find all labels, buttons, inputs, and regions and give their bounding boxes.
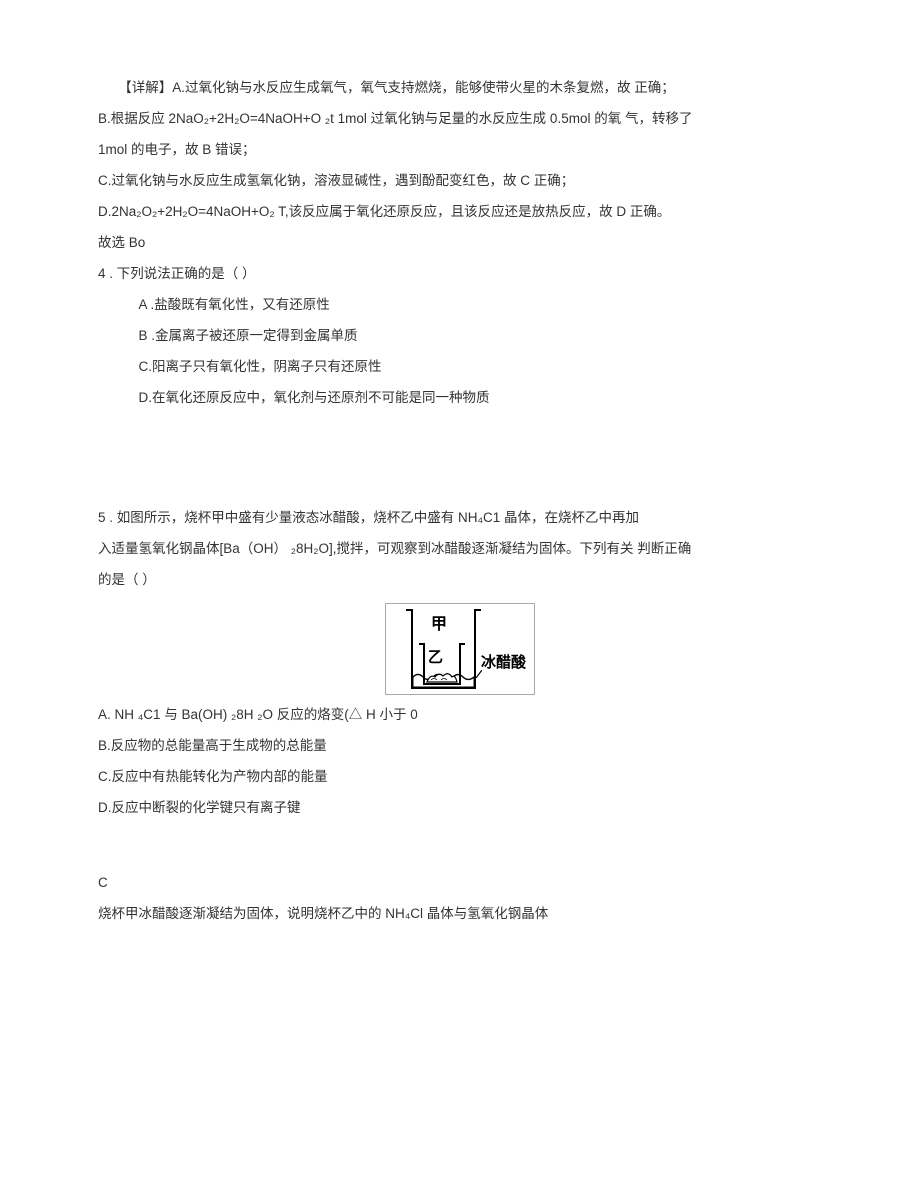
q5-option-C: C.反应中有热能转化为产物内部的能量 bbox=[98, 761, 822, 792]
q5-stem-line2: 入适量氢氧化钢晶体[Ba（OH） ₂8H₂O],搅拌，可观察到冰醋酸逐渐凝结为固… bbox=[98, 533, 822, 564]
q5-option-B: B.反应物的总能量高于生成物的总能量 bbox=[98, 730, 822, 761]
q4-option-C: C.阳离子只有氧化性，阴离子只有还原性 bbox=[98, 351, 822, 382]
q5-option-A: A. NH ₄C1 与 Ba(OH) ₂8H ₂O 反应的烙变(△ H 小于 0 bbox=[98, 699, 822, 730]
q4-option-A: A .盐酸既有氧化性，又有还原性 bbox=[98, 289, 822, 320]
answer-C: C bbox=[98, 867, 822, 898]
figure-container: 甲 乙 冰醋酸 bbox=[98, 603, 822, 695]
q4-option-D: D.在氧化还原反应中，氧化剂与还原剂不可能是同一种物质 bbox=[98, 382, 822, 413]
label-yi: 乙 bbox=[428, 651, 443, 666]
label-ice-vinegar: 冰醋酸 bbox=[481, 656, 526, 671]
explain-B-line1: B.根据反应 2NaO₂+2H₂O=4NaOH+O ₂t 1mol 过氧化钠与足… bbox=[98, 103, 822, 134]
document-body: 【详解】A.过氧化钠与水反应生成氧气，氧气支持燃烧，能够使带火星的木条复燃，故 … bbox=[98, 72, 822, 929]
explain-C: C.过氧化钠与水反应生成氢氧化钠，溶液显碱性，遇到酚配变红色，故 C 正确； bbox=[98, 165, 822, 196]
solid-pile-icon bbox=[426, 671, 458, 683]
explain-B-line2: 1mol 的电子，故 B 错误； bbox=[98, 134, 822, 165]
q5-stem-line3: 的是（ ） bbox=[98, 564, 822, 595]
beaker-diagram: 甲 乙 冰醋酸 bbox=[385, 603, 535, 695]
explanation-line: 烧杯甲冰醋酸逐渐凝结为固体，说明烧杯乙中的 NH₄Cl 晶体与氢氧化钢晶体 bbox=[98, 898, 822, 929]
q4-option-B: B .金属离子被还原一定得到金属单质 bbox=[98, 320, 822, 351]
label-jia: 甲 bbox=[431, 617, 447, 633]
therefore: 故选 Bo bbox=[98, 227, 822, 258]
q5-option-D: D.反应中断裂的化学键只有离子键 bbox=[98, 792, 822, 823]
explain-D: D.2Na₂O₂+2H₂O=4NaOH+O₂ T,该反应属于氧化还原反应，且该反… bbox=[98, 196, 822, 227]
q4-stem: 4 . 下列说法正确的是（ ） bbox=[98, 258, 822, 289]
q5-stem-line1: 5 . 如图所示，烧杯甲中盛有少量液态冰醋酸，烧杯乙中盛有 NH₄C1 晶体，在… bbox=[98, 502, 822, 533]
explain-A: 【详解】A.过氧化钠与水反应生成氧气，氧气支持燃烧，能够使带火星的木条复燃，故 … bbox=[98, 72, 822, 103]
